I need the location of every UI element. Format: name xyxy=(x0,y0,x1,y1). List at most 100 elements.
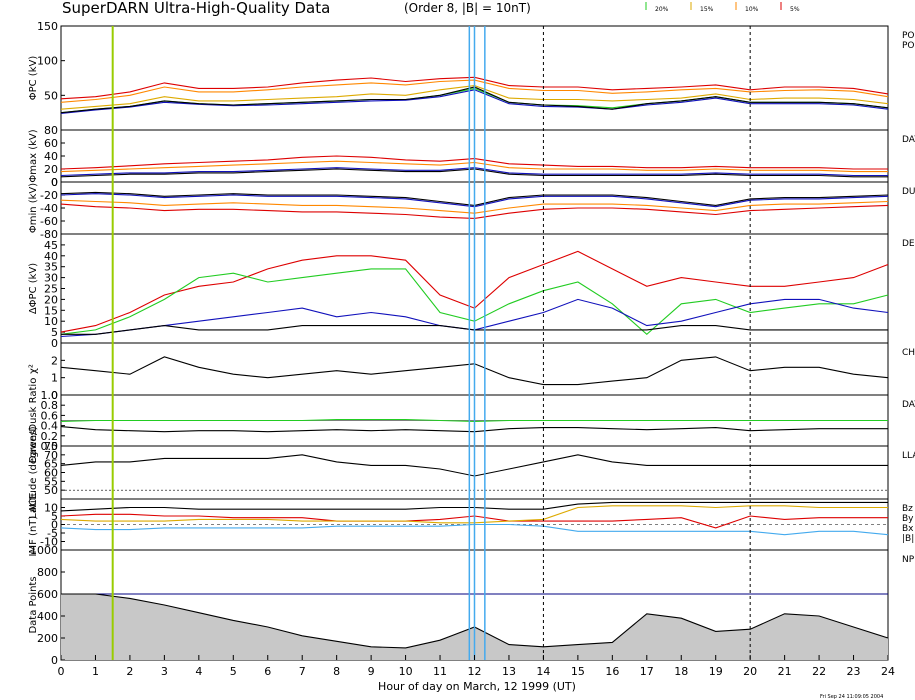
x-axis-label: Hour of day on March, 12 1999 (UT) xyxy=(378,680,576,693)
y-tick-label: -5 xyxy=(47,527,58,540)
x-tick-label: 4 xyxy=(195,665,202,678)
y-tick-label: 100 xyxy=(37,55,58,68)
x-tick-label: 20 xyxy=(743,665,757,678)
y-tick-label: 800 xyxy=(37,566,58,579)
y-tick-label: -60 xyxy=(40,215,58,228)
side-label: PO xyxy=(902,31,915,41)
x-tick-label: 1 xyxy=(92,665,99,678)
x-tick-label: 6 xyxy=(264,665,271,678)
y-axis-label: Φmin (kV) xyxy=(28,183,39,233)
y-tick-label: 0 xyxy=(51,176,58,189)
side-label: DAY xyxy=(902,400,915,410)
y-tick-label: 10 xyxy=(44,315,58,328)
y-tick-label: 20 xyxy=(44,163,58,176)
y-tick-label: 10 xyxy=(44,502,58,515)
y-tick-label: 80 xyxy=(44,124,58,137)
figure-subtitle: (Order 8, |B| = 10nT) xyxy=(404,1,531,15)
side-label: By xyxy=(902,514,914,524)
y-tick-label: 40 xyxy=(44,150,58,163)
x-tick-label: 19 xyxy=(709,665,723,678)
panel-phi-min: -80-60-40-200 Φmin (kV) DU xyxy=(28,176,915,241)
y-tick-label: 1 xyxy=(51,372,58,385)
y-axis-label: ΔΦPC (kV) xyxy=(28,263,39,314)
legend-label: 10% xyxy=(745,6,759,13)
y-tick-label: 50 xyxy=(44,89,58,102)
y-tick-label: 60 xyxy=(44,137,58,150)
timestamp: Fri Sep 24 11:09:05 2004 xyxy=(820,694,883,700)
x-tick-label: 5 xyxy=(230,665,237,678)
side-label: NP xyxy=(902,555,915,565)
y-tick-label: 0.2 xyxy=(41,430,59,443)
y-axis-label: IMF (nT) ACE xyxy=(28,493,39,557)
x-tick-label: 16 xyxy=(605,665,619,678)
y-axis-label: Dawn/Dusk Ratio xyxy=(28,378,39,464)
side-label: DAY xyxy=(902,135,915,145)
x-tick-label: 8 xyxy=(333,665,340,678)
y-tick-label: 5 xyxy=(51,510,58,523)
y-axis-label: Φmax (kV) xyxy=(28,129,39,182)
y-tick-label: 25 xyxy=(44,283,58,296)
x-tick-label: 21 xyxy=(778,665,792,678)
x-tick-label: 15 xyxy=(571,665,585,678)
x-tick-label: 24 xyxy=(881,665,895,678)
y-axis-label: ΦPC (kV) xyxy=(28,56,39,101)
y-tick-label: 45 xyxy=(44,239,58,252)
y-axis-label: Latitude (degrees) xyxy=(28,426,39,518)
legend-label: 5% xyxy=(790,6,800,13)
y-tick-label: 0 xyxy=(51,389,58,402)
x-tick-label: 22 xyxy=(812,665,826,678)
x-tick-label: 14 xyxy=(536,665,550,678)
y-tick-label: 0.8 xyxy=(41,399,59,412)
x-tick-label: 18 xyxy=(674,665,688,678)
y-tick-label: 0 xyxy=(51,337,58,350)
y-tick-label: 0 xyxy=(51,176,58,189)
y-tick-label: 70 xyxy=(44,449,58,462)
legend-label: 15% xyxy=(700,6,714,13)
y-tick-label: -40 xyxy=(40,202,58,215)
x-tick-label: 17 xyxy=(640,665,654,678)
y-tick-label: 55 xyxy=(44,475,58,488)
y-axis-label: χ² xyxy=(28,364,39,374)
y-tick-label: -10 xyxy=(40,536,58,549)
y-tick-label: 75 xyxy=(44,440,58,453)
y-tick-label: 35 xyxy=(44,261,58,274)
y-tick-label: 15 xyxy=(44,304,58,317)
y-tick-label: -80 xyxy=(40,228,58,241)
y-tick-label: 0 xyxy=(51,654,58,667)
side-label: DE xyxy=(902,239,915,249)
x-tick-label: 13 xyxy=(502,665,516,678)
y-tick-label: 0.4 xyxy=(41,420,59,433)
figure-title: SuperDARN Ultra-High-Quality Data xyxy=(62,0,330,17)
x-tick-label: 0 xyxy=(58,665,65,678)
legend-label: 20% xyxy=(655,6,669,13)
y-tick-label: 20 xyxy=(44,293,58,306)
side-label: |B| xyxy=(902,534,914,544)
side-label: LLA xyxy=(902,451,915,461)
y-tick-label: 5 xyxy=(51,326,58,339)
y-tick-label: 200 xyxy=(37,632,58,645)
y-tick-label: 1000 xyxy=(30,544,58,557)
y-axis-label: Data Points xyxy=(28,576,39,633)
y-tick-label: 50 xyxy=(44,484,58,497)
y-tick-label: 30 xyxy=(44,272,58,285)
x-axis: 0 1 2 3 4 5 6 7 8 9 10 11 12 13 14 15 16 17 18 19 20 21 22 23 24 xyxy=(58,655,895,678)
side-label: DU xyxy=(902,187,915,197)
y-tick-label: 60 xyxy=(44,467,58,480)
y-tick-label: 0.0 xyxy=(41,440,59,453)
side-label: CH xyxy=(902,348,915,358)
y-tick-label: 1.0 xyxy=(41,389,59,402)
y-tick-label: 150 xyxy=(37,20,58,33)
y-tick-label: 600 xyxy=(37,588,58,601)
y-tick-label: 40 xyxy=(44,250,58,263)
y-tick-label: -20 xyxy=(40,189,58,202)
x-tick-label: 23 xyxy=(847,665,861,678)
y-tick-label: 0.6 xyxy=(41,409,59,422)
side-label: PO xyxy=(902,41,915,51)
x-tick-label: 7 xyxy=(299,665,306,678)
